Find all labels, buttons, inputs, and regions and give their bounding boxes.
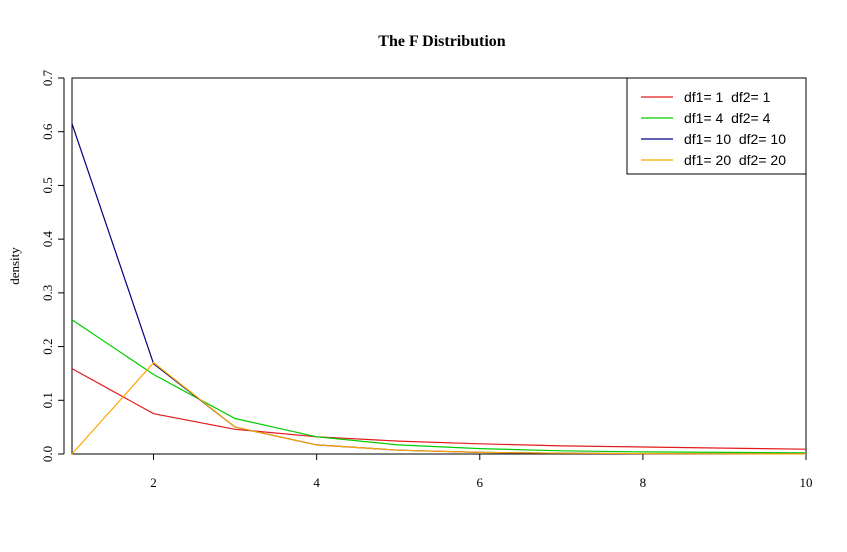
y-tick-label: 0.5 <box>40 177 55 193</box>
legend-box <box>626 77 807 175</box>
x-tick-label: 10 <box>800 475 813 490</box>
y-tick-label: 0.0 <box>40 446 55 462</box>
legend-entry: df1= 4 df2= 4 <box>684 110 771 126</box>
series-lines <box>71 123 807 455</box>
y-axis-label: density <box>7 247 22 285</box>
y-tick-label: 0.6 <box>40 123 55 140</box>
y-tick-label: 0.4 <box>40 231 55 248</box>
chart-title: The F Distribution <box>378 33 506 50</box>
x-tick-label: 4 <box>313 475 320 490</box>
y-axis: 0.0 0.1 0.2 0.3 0.4 0.5 0.6 0.7 <box>40 69 65 462</box>
legend-entry: df1= 20 df2= 20 <box>684 152 786 168</box>
legend-entry: df1= 10 df2= 10 <box>684 131 786 147</box>
x-tick-label: 6 <box>477 475 484 490</box>
series-line-2 <box>71 319 807 454</box>
y-tick-label: 0.2 <box>40 338 55 354</box>
legend: df1= 1 df2= 1 df1= 4 df2= 4 df1= 10 df2= 1… <box>626 77 807 175</box>
x-tick-label: 8 <box>640 475 647 490</box>
y-tick-label: 0.3 <box>40 285 55 301</box>
series-line-1 <box>71 368 807 450</box>
y-tick-label: 0.7 <box>40 69 55 86</box>
x-tick-label: 2 <box>150 475 157 490</box>
legend-entry: df1= 1 df2= 1 <box>684 89 771 105</box>
series-line-4 <box>71 361 807 455</box>
x-axis: 2 4 6 8 10 <box>150 453 813 490</box>
y-tick-label: 0.1 <box>40 392 55 408</box>
